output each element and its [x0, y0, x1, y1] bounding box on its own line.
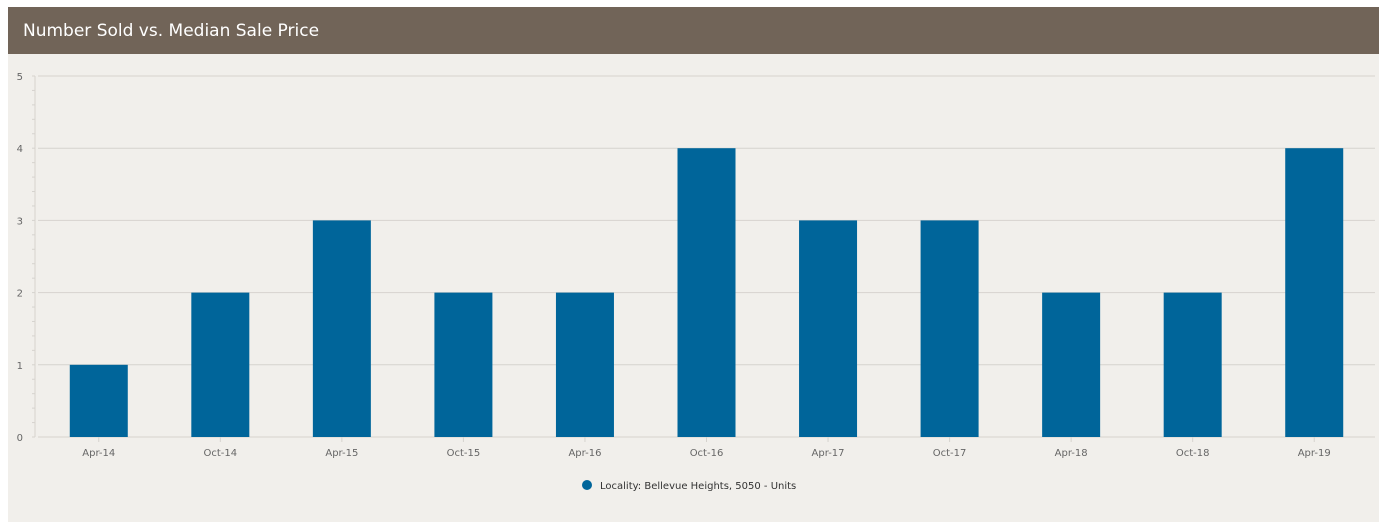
- x-tick-label: Oct-16: [690, 448, 724, 459]
- y-tick-label: 3: [17, 216, 23, 227]
- bar[interactable]: [312, 220, 371, 437]
- x-tick-label: Oct-17: [933, 448, 967, 459]
- y-tick-label: 4: [17, 144, 23, 155]
- bar[interactable]: [434, 292, 493, 437]
- x-tick-label: Apr-15: [325, 448, 358, 459]
- panel-header: Number Sold vs. Median Sale Price: [8, 7, 1379, 54]
- bar[interactable]: [1285, 148, 1344, 437]
- y-axis: 0 1 2 3 4 5: [17, 72, 36, 444]
- x-tick-label: Apr-16: [568, 448, 601, 459]
- x-tick-label: Apr-17: [812, 448, 845, 459]
- legend-label[interactable]: Locality: Bellevue Heights, 5050 - Units: [600, 481, 796, 492]
- x-axis: Apr-14 Oct-14 Apr-15 Oct-15 Apr-16 Oct-16 Apr-…: [82, 437, 1331, 459]
- bar[interactable]: [677, 148, 736, 437]
- bar[interactable]: [69, 364, 128, 437]
- bar[interactable]: [799, 220, 858, 437]
- x-tick-label: Apr-19: [1298, 448, 1331, 459]
- x-tick-label: Oct-15: [447, 448, 481, 459]
- bar[interactable]: [555, 292, 614, 437]
- x-tick-label: Apr-18: [1055, 448, 1088, 459]
- legend-marker-icon[interactable]: [582, 480, 592, 490]
- bar-chart: 0 1 2 3 4 5 Apr-14 Oct-14 Apr-15 Oct-15 Apr-16 Oct…: [17, 72, 1375, 492]
- bar[interactable]: [1163, 292, 1222, 437]
- chart-title: Number Sold vs. Median Sale Price: [23, 20, 320, 41]
- y-tick-label: 2: [17, 289, 23, 300]
- bar[interactable]: [1042, 292, 1101, 437]
- y-tick-label: 1: [17, 361, 23, 372]
- y-tick-label: 5: [17, 72, 23, 83]
- bar[interactable]: [191, 292, 250, 437]
- chart-area: 0 1 2 3 4 5 Apr-14 Oct-14 Apr-15 Oct-15 Apr-16 Oct…: [8, 54, 1379, 522]
- y-tick-label: 0: [17, 433, 23, 444]
- legend[interactable]: Locality: Bellevue Heights, 5050 - Units: [582, 480, 796, 492]
- x-tick-label: Oct-14: [204, 448, 238, 459]
- bar[interactable]: [920, 220, 979, 437]
- bars: [69, 148, 1344, 437]
- chart-panel: Number Sold vs. Median Sale Price 0 1 2 3 4 5…: [8, 7, 1379, 522]
- x-tick-label: Oct-18: [1176, 448, 1210, 459]
- x-tick-label: Apr-14: [82, 448, 115, 459]
